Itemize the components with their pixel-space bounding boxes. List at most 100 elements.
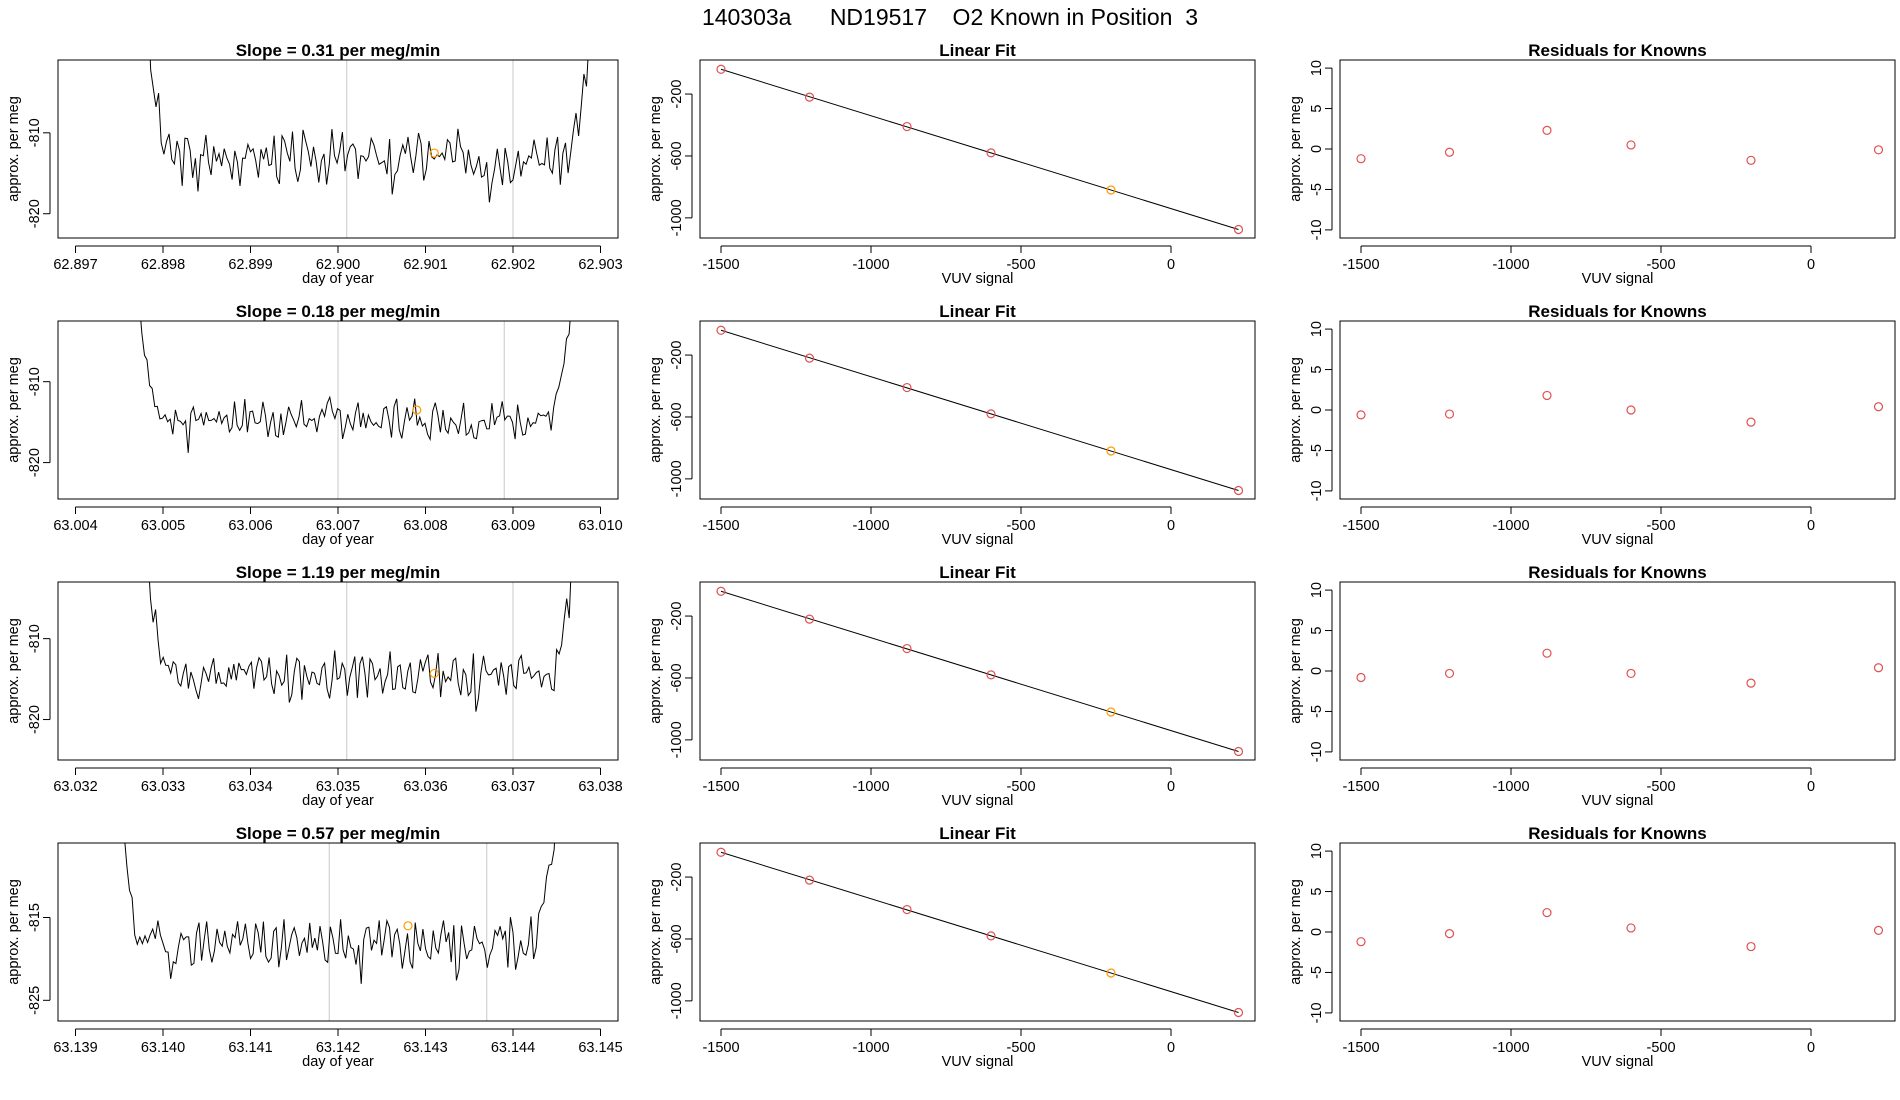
x-axis-label: VUV signal <box>942 271 1014 287</box>
data-point <box>804 353 815 363</box>
y-tick-label: 0 <box>1309 145 1325 153</box>
x-axis-label: day of year <box>302 793 374 809</box>
plot-area <box>1356 648 1884 688</box>
x-tick-label: -500 <box>1006 779 1035 795</box>
data-point <box>986 148 996 158</box>
data-point <box>1444 929 1455 939</box>
plot-area <box>716 586 1244 757</box>
plot-area <box>716 325 1244 496</box>
y-tick-label: 5 <box>1309 366 1325 374</box>
x-tick-label: 63.007 <box>316 518 360 534</box>
x-axis-label: VUV signal <box>942 1054 1014 1070</box>
y-tick-label: -10 <box>1309 480 1325 501</box>
y-axis-label: approx. per meg <box>1288 96 1304 202</box>
data-point <box>1233 1007 1244 1018</box>
x-tick-label: 62.902 <box>491 257 535 273</box>
x-tick-label: 63.140 <box>141 1040 185 1056</box>
highlight-point <box>1106 446 1116 456</box>
data-point <box>1626 405 1636 415</box>
x-tick-label: -1500 <box>1342 1040 1379 1056</box>
data-point <box>986 670 996 680</box>
fit-line <box>720 590 1239 752</box>
y-tick-label: -200 <box>669 602 685 631</box>
data-point <box>716 847 726 857</box>
x-tick-label: -1500 <box>702 257 739 273</box>
x-tick-label: 0 <box>1807 1040 1815 1056</box>
x-tick-label: 63.005 <box>141 518 185 534</box>
plot-area <box>140 321 571 499</box>
data-point <box>1873 925 1884 935</box>
fit-line <box>720 329 1239 491</box>
plot-area <box>124 843 555 1021</box>
x-tick-label: 62.899 <box>228 257 272 273</box>
plot-area <box>1356 125 1884 165</box>
panel-title: Residuals for Knowns <box>1528 563 1707 582</box>
y-tick-label: 0 <box>1309 667 1325 675</box>
x-tick-label: -1500 <box>702 1040 739 1056</box>
x-tick-label: -1000 <box>1492 257 1529 273</box>
x-tick-label: -1500 <box>1342 518 1379 534</box>
data-point <box>902 643 912 654</box>
data-point <box>1873 145 1884 155</box>
y-tick-label: 10 <box>1309 321 1325 337</box>
x-tick-label: 62.898 <box>141 257 185 273</box>
x-axis-label: VUV signal <box>942 532 1014 548</box>
y-tick-label: -1000 <box>669 199 685 236</box>
highlight-point <box>1106 707 1116 717</box>
y-tick-label: -1000 <box>669 721 685 758</box>
panel-title: Linear Fit <box>939 41 1016 60</box>
x-axis-label: VUV signal <box>1582 532 1654 548</box>
plot-frame <box>1339 320 1896 500</box>
chart-panel-r3c2: Residuals for Knowns -1500 -1000 -500 0 VUV s… <box>1288 824 1896 1070</box>
x-tick-label: 63.009 <box>491 518 535 534</box>
y-tick-label: 0 <box>1309 928 1325 936</box>
highlight-point <box>1106 968 1116 978</box>
y-tick-label: -820 <box>27 705 43 734</box>
y-tick-label: 0 <box>1309 406 1325 414</box>
y-axis-label: approx. per meg <box>6 879 22 985</box>
y-tick-label: 5 <box>1309 627 1325 635</box>
panel-title: Linear Fit <box>939 302 1016 321</box>
y-tick-label: -600 <box>669 141 685 170</box>
chart-panel-r0c2: Residuals for Knowns -1500 -1000 -500 0 VUV s… <box>1288 41 1896 287</box>
x-tick-label: 63.036 <box>403 779 447 795</box>
x-tick-label: 63.035 <box>316 779 360 795</box>
x-tick-label: 63.141 <box>228 1040 272 1056</box>
x-tick-label: -500 <box>1646 257 1675 273</box>
x-tick-label: 63.033 <box>141 779 185 795</box>
highlight-point <box>412 405 422 415</box>
x-tick-label: 63.145 <box>578 1040 622 1056</box>
data-point <box>1542 648 1552 658</box>
x-axis-label: day of year <box>302 1054 374 1070</box>
panel-title: Residuals for Knowns <box>1528 824 1707 843</box>
y-tick-label: -1000 <box>669 460 685 497</box>
x-tick-label: -1500 <box>702 518 739 534</box>
plot-frame <box>699 320 1256 500</box>
y-tick-label: 10 <box>1309 582 1325 598</box>
x-tick-label: 0 <box>1167 1040 1175 1056</box>
data-point <box>902 382 912 393</box>
x-tick-label: 62.897 <box>53 257 97 273</box>
data-point <box>1233 746 1244 757</box>
y-tick-label: -820 <box>27 448 43 477</box>
y-tick-label: -200 <box>669 863 685 892</box>
data-trace <box>124 843 555 984</box>
x-tick-label: 63.006 <box>228 518 272 534</box>
plot-frame <box>699 59 1256 239</box>
panel-title: Linear Fit <box>939 824 1016 843</box>
chart-panel-r2c1: Linear Fit -1500 -1000 -500 0 VUV signal -200 -… <box>648 563 1256 809</box>
panel-title: Slope = 0.31 per meg/min <box>236 41 441 60</box>
x-tick-label: 63.032 <box>53 779 97 795</box>
y-axis-label: approx. per meg <box>1288 618 1304 724</box>
chart-panel-r0c1: Linear Fit -1500 -1000 -500 0 VUV signal -200 -… <box>648 41 1256 287</box>
y-tick-label: -10 <box>1309 219 1325 240</box>
data-point <box>1746 417 1756 427</box>
y-tick-label: 10 <box>1309 60 1325 76</box>
plot-frame <box>699 842 1256 1022</box>
data-point <box>1873 663 1884 673</box>
data-point <box>804 875 815 885</box>
x-tick-label: 0 <box>1167 257 1175 273</box>
data-point <box>1233 485 1244 496</box>
data-point <box>1626 668 1636 679</box>
y-tick-label: -810 <box>27 367 43 396</box>
